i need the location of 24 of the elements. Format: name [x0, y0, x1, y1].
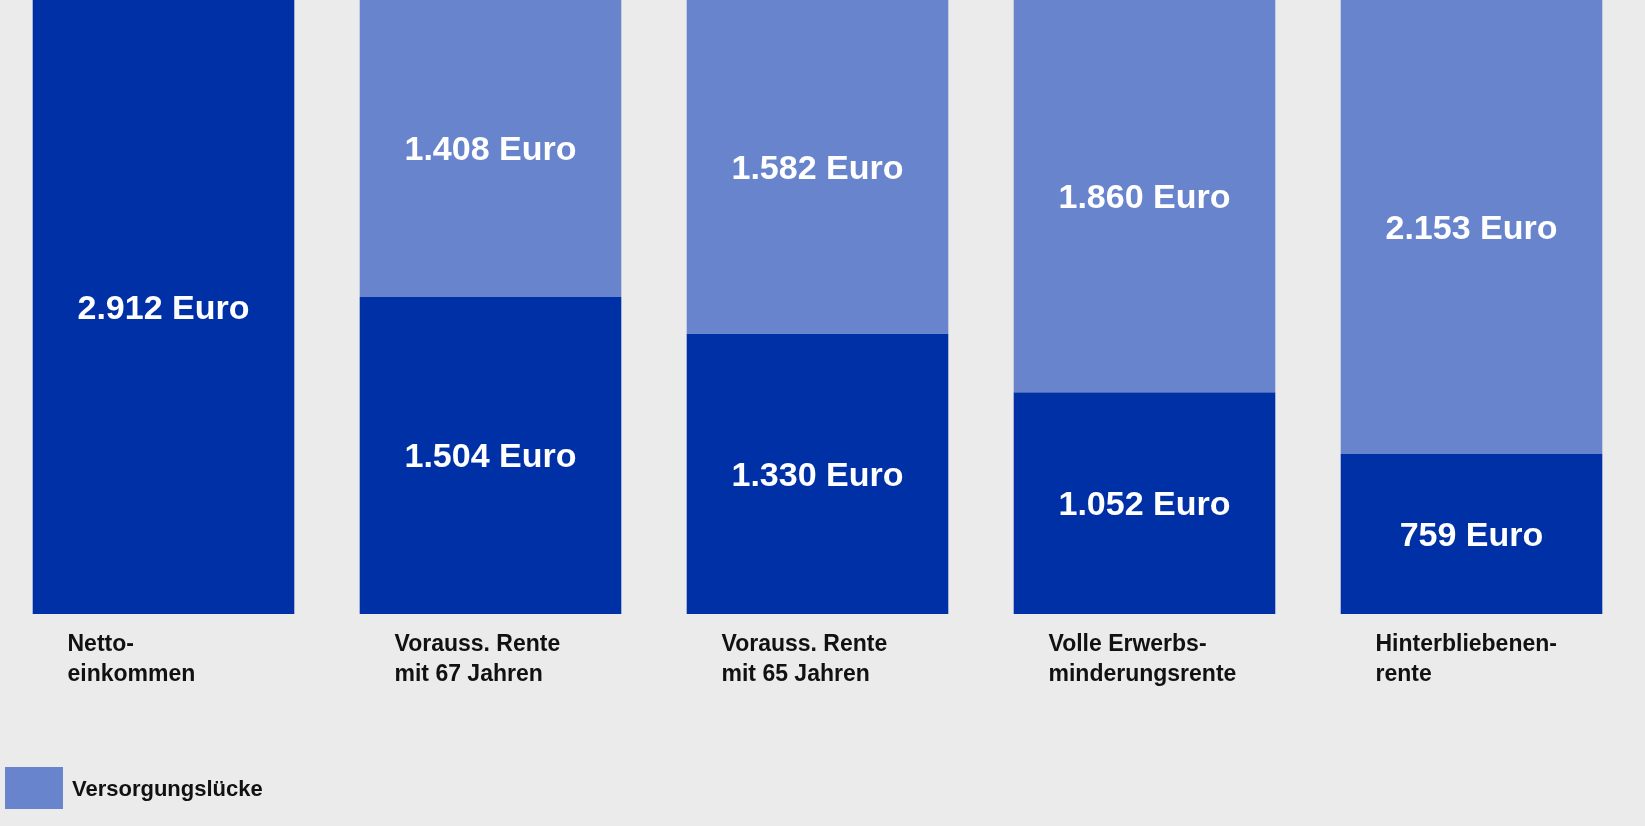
x-tick-label: Vorauss. Rente mit 67 Jahren: [394, 630, 561, 686]
bar: [686, 0, 949, 334]
data-label: 1.504 Euro: [404, 436, 577, 475]
x-tick-label: Hinterbliebenen- rente: [1375, 630, 1557, 686]
data-label: 1.860 Euro: [1058, 177, 1231, 216]
x-tick-label: Volle Erwerbs- minderungsrente: [1048, 630, 1237, 686]
x-tick-label: Netto- einkommen: [67, 630, 196, 686]
data-label: 1.052 Euro: [1058, 484, 1231, 523]
legend-label: Versorgungslücke: [72, 775, 263, 801]
bar: [359, 0, 622, 297]
bar: [686, 333, 949, 614]
data-label: 2.912 Euro: [77, 288, 250, 326]
data-label: 2.153 Euro: [1385, 207, 1558, 246]
bar: [32, 0, 295, 614]
data-label: 759 Euro: [1399, 514, 1544, 553]
data-label: 1.330 Euro: [731, 454, 904, 493]
bar: [1340, 0, 1603, 454]
bar: [1013, 392, 1276, 614]
data-label: 1.408 Euro: [404, 129, 577, 168]
bar: [1340, 453, 1603, 614]
bar: [359, 296, 622, 614]
bar: [1013, 0, 1276, 393]
data-label: 1.582 Euro: [731, 147, 904, 186]
x-tick-label: Vorauss. Rente mit 65 Jahren: [721, 630, 888, 686]
